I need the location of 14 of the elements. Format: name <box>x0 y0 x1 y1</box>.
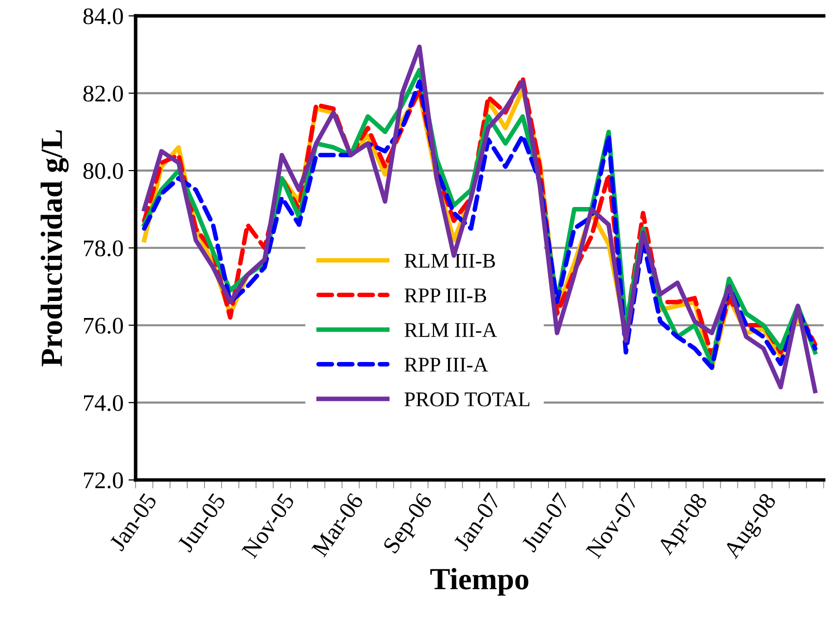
y-axis-title: Productividad g/L <box>40 130 69 366</box>
legend-label: PROD TOTAL <box>404 392 530 406</box>
y-tick-label: 74.0 <box>84 395 123 412</box>
y-tick-label: 82.0 <box>83 86 123 102</box>
y-tick-label: 84.0 <box>83 8 123 24</box>
legend-label: RLM III-B <box>404 254 495 268</box>
y-tick-label: 72.0 <box>84 472 123 488</box>
legend-label: RPP III-B <box>404 288 486 302</box>
x-axis-title: Tiempo <box>430 568 528 596</box>
y-tick-label: 76.0 <box>84 318 123 334</box>
y-tick-label: 80.0 <box>83 163 123 180</box>
y-tick-label: 78.0 <box>84 240 123 256</box>
legend-label: RPP III-A <box>404 358 488 372</box>
legend-label: RLM III-A <box>404 323 497 337</box>
